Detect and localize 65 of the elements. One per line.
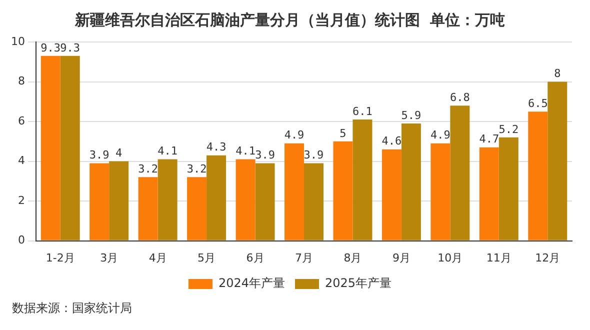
x-tick-label: 10月	[438, 251, 463, 264]
bar	[109, 161, 129, 240]
bar	[304, 163, 324, 240]
bar	[90, 163, 110, 240]
x-tick-label: 5月	[198, 251, 216, 264]
data-label: 9.3	[60, 41, 80, 54]
data-label: 4.6	[382, 134, 402, 148]
y-tick-label: 10	[10, 34, 25, 48]
bar	[40, 56, 60, 240]
data-label: 3.9	[89, 148, 110, 162]
bar	[158, 159, 178, 240]
bar	[498, 137, 518, 240]
data-label: 6.8	[450, 90, 470, 104]
source-note: 数据来源：国家统计局	[12, 301, 132, 315]
legend-label: 2025年产量	[325, 276, 392, 290]
data-label: 3.9	[255, 148, 275, 162]
y-tick-label: 0	[18, 234, 25, 247]
x-tick-label: 1-2月	[46, 251, 75, 264]
x-tick-label: 12月	[535, 251, 560, 264]
data-label: 4.1	[158, 144, 178, 158]
data-label: 5.9	[401, 108, 422, 122]
bar	[528, 112, 548, 240]
data-label: 4.3	[206, 140, 226, 154]
x-tick-label: 9月	[392, 251, 410, 264]
data-label: 5.2	[498, 122, 519, 136]
bar	[284, 143, 304, 240]
x-tick-label: 11月	[486, 251, 512, 264]
bar	[255, 163, 275, 240]
y-tick-label: 2	[18, 194, 25, 207]
data-label: 4.9	[430, 128, 450, 142]
data-label: 3.2	[138, 162, 158, 176]
legend-label: 2024年产量	[218, 276, 286, 290]
data-label: 3.2	[186, 162, 207, 176]
bar	[236, 159, 256, 240]
bar	[138, 177, 158, 240]
data-label: 8	[554, 67, 561, 80]
bar	[333, 141, 353, 240]
x-tick-label: 7月	[295, 251, 313, 264]
x-tick-label: 4月	[148, 251, 167, 264]
data-label: 5	[340, 126, 346, 140]
bar	[401, 124, 421, 240]
y-tick-label: 4	[18, 154, 25, 168]
x-tick-label: 3月	[100, 251, 118, 264]
data-label: 4.7	[479, 132, 500, 146]
bar	[60, 56, 80, 240]
bar	[382, 149, 402, 240]
y-tick-label: 8	[18, 74, 25, 88]
x-tick-label: 6月	[246, 251, 264, 264]
bar	[450, 106, 470, 240]
data-label: 4.1	[236, 144, 256, 158]
data-label: 4.9	[284, 128, 304, 142]
data-label: 4	[116, 146, 123, 160]
bar	[352, 120, 372, 240]
data-label: 6.1	[352, 104, 372, 118]
bar	[479, 147, 499, 240]
bar	[187, 177, 207, 240]
bar	[206, 155, 226, 240]
data-label: 6.5	[528, 96, 548, 110]
data-label: 3.9	[304, 148, 324, 162]
y-tick-label: 6	[18, 114, 25, 128]
bar	[548, 82, 568, 240]
x-tick-label: 8月	[344, 251, 362, 264]
data-label: 9.3	[40, 41, 61, 54]
chart-title: 新疆维吾尔自治区石脑油产量分月（当月值）统计图 单位：万吨	[74, 10, 506, 29]
bar	[430, 143, 450, 240]
